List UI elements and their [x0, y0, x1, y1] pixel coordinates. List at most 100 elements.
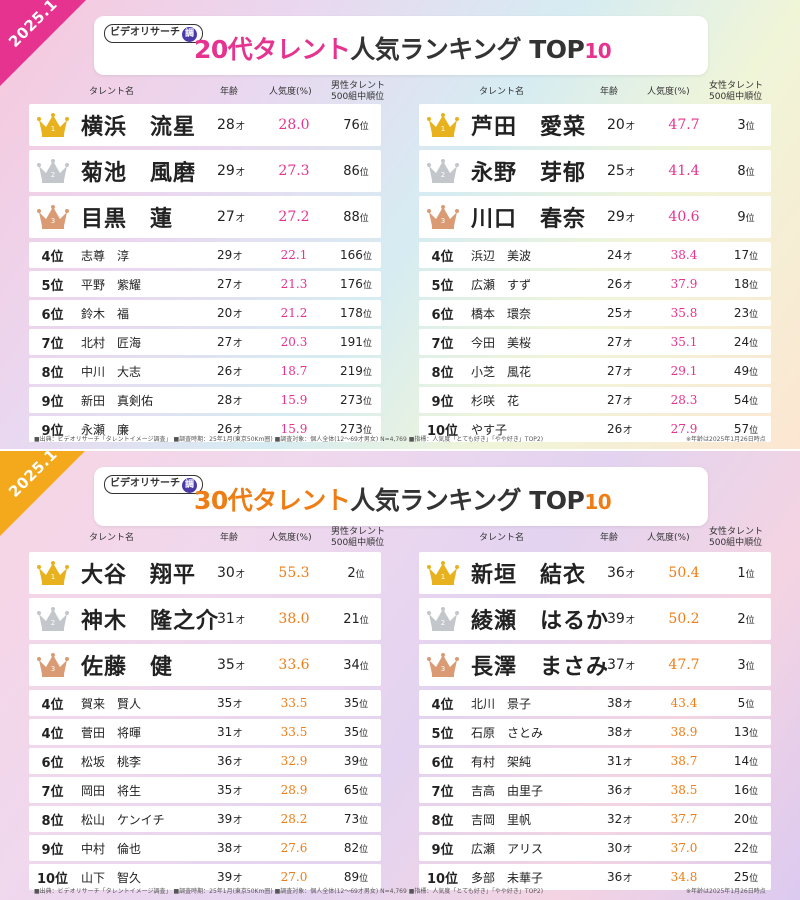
age-footnote: ※年齢は2025年1月26日時点: [686, 436, 766, 443]
svg-text:1: 1: [50, 573, 54, 581]
popularity-value: 38.4: [670, 248, 698, 262]
ranking-20s-section: 2025.1 ビデオリサーチ調 20代タレント人気ランキング TOP10 タレン…: [0, 0, 800, 450]
gender-rank-value: 88 位: [343, 209, 369, 225]
rank-label: 4位: [41, 726, 64, 742]
ranking-row: 1 大谷 翔平 30 才 55.3 2 位: [29, 552, 381, 594]
talent-age: 27 才: [217, 335, 243, 349]
research-logo-mark-icon: 調: [182, 27, 197, 42]
popularity-value: 40.6: [668, 209, 700, 225]
talent-age: 32 才: [607, 812, 633, 826]
section-divider: [0, 449, 800, 451]
svg-text:1: 1: [440, 573, 444, 581]
gender-rank-value: 273 位: [340, 393, 372, 407]
rank-label: 9位: [431, 842, 454, 858]
header-gender-rank-1: 女性タレント: [709, 81, 764, 91]
ranking-row: 4位 菅田 将暉 31 才 33.5 35 位: [29, 719, 381, 745]
talent-name: 神木 隆之介: [81, 609, 220, 634]
ranking-row: 3 川口 春奈 29 才 40.6 9 位: [419, 196, 771, 238]
rank-label: 4位: [41, 697, 64, 713]
ranking-row: 9位 杉咲 花 27 才 28.3 54 位: [419, 387, 771, 413]
gender-rank-value: 219 位: [340, 364, 372, 378]
talent-name: 中村 倫也: [81, 841, 142, 856]
silver-crown-icon: 2: [419, 598, 466, 640]
gold-crown-icon: 1: [29, 552, 76, 594]
ranking-row: 4位 賀来 賢人 35 才 33.5 35 位: [29, 690, 381, 716]
talent-age: 31 才: [217, 611, 245, 627]
ranking-row: 2 神木 隆之介 31 才 38.0 21 位: [29, 598, 381, 640]
popularity-value: 32.9: [280, 754, 308, 768]
talent-name: 永野 芽郁: [471, 161, 587, 186]
ranking-row: 8位 松山 ケンイチ 39 才 28.2 73 位: [29, 806, 381, 832]
talent-age: 25 才: [607, 306, 633, 320]
date-corner-ribbon: [0, 0, 86, 86]
popularity-value: 38.9: [670, 725, 698, 739]
ranking-row: 6位 有村 架純 31 才 38.7 14 位: [419, 748, 771, 774]
ranking-row: 1 横浜 流星 28 才 28.0 76 位: [29, 104, 381, 146]
gender-rank-value: 14 位: [733, 754, 759, 768]
talent-name: 大谷 翔平: [81, 563, 197, 588]
ranking-row: 8位 吉岡 里帆 32 才 37.7 20 位: [419, 806, 771, 832]
talent-name: 橋本 環奈: [471, 306, 532, 321]
talent-age: 35 才: [217, 657, 245, 673]
popularity-value: 47.7: [668, 117, 700, 133]
rank-label: 9位: [41, 842, 64, 858]
talent-age: 27 才: [217, 277, 243, 291]
gender-rank-value: 35 位: [343, 725, 369, 739]
ranking-row: 5位 石原 さとみ 38 才 38.9 13 位: [419, 719, 771, 745]
svg-text:2: 2: [440, 171, 444, 179]
talent-age: 31 才: [607, 754, 633, 768]
talent-age: 36 才: [607, 783, 633, 797]
ranking-row: 5位 平野 紫耀 27 才 21.3 176 位: [29, 271, 381, 297]
gender-rank-value: 34 位: [343, 657, 369, 673]
gender-rank-value: 49 位: [733, 364, 759, 378]
talent-age: 36 才: [607, 870, 633, 884]
title-card: ビデオリサーチ調 30代タレント人気ランキング TOP10: [94, 467, 708, 526]
ranking-row: 4位 北川 景子 38 才 43.4 5 位: [419, 690, 771, 716]
page-title: 20代タレント人気ランキング TOP10: [194, 35, 612, 64]
header-age: 年齢: [600, 87, 619, 97]
header-popularity: 人気度(%): [647, 533, 690, 543]
talent-age: 25 才: [607, 163, 635, 179]
rank-label: 4位: [431, 249, 454, 265]
svg-text:1: 1: [50, 125, 54, 133]
talent-name: 北村 匠海: [81, 335, 142, 350]
female-table-header: タレント名 年齢 人気度(%) 女性タレント 500組中順位: [419, 527, 771, 552]
talent-name: 新垣 結衣: [471, 563, 587, 588]
popularity-value: 37.7: [670, 812, 698, 826]
video-research-logo: ビデオリサーチ調: [104, 475, 203, 494]
popularity-value: 50.4: [668, 565, 700, 581]
gender-rank-value: 176 位: [340, 277, 372, 291]
male-table-header: タレント名 年齢 人気度(%) 男性タレント 500組中順位: [29, 81, 385, 106]
ranking-row: 3 佐藤 健 35 才 33.6 34 位: [29, 644, 381, 686]
header-gender-rank-1: 男性タレント: [331, 81, 386, 91]
ranking-row: 2 綾瀬 はるか 39 才 50.2 2 位: [419, 598, 771, 640]
talent-name: 賀来 賢人: [81, 696, 142, 711]
ranking-row: 7位 北村 匠海 27 才 20.3 191 位: [29, 329, 381, 355]
gender-rank-value: 82 位: [343, 841, 369, 855]
talent-name: 鈴木 福: [81, 306, 130, 321]
talent-name: 山下 智久: [81, 870, 142, 885]
popularity-value: 27.0: [280, 870, 308, 884]
header-gender-rank-1: 女性タレント: [709, 527, 764, 537]
header-gender-rank-2: 500組中順位: [331, 92, 385, 102]
talent-age: 27 才: [607, 393, 633, 407]
popularity-value: 47.7: [668, 657, 700, 673]
popularity-value: 35.8: [670, 306, 698, 320]
talent-age: 30 才: [217, 565, 245, 581]
gender-rank-value: 86 位: [343, 163, 369, 179]
svg-text:3: 3: [440, 217, 444, 225]
talent-age: 29 才: [217, 163, 245, 179]
talent-name: 岡田 将生: [81, 783, 142, 798]
talent-age: 36 才: [607, 565, 635, 581]
talent-age: 30 才: [607, 841, 633, 855]
ranking-row: 8位 中川 大志 26 才 18.7 219 位: [29, 358, 381, 384]
date-corner-ribbon: [0, 450, 86, 536]
male-ranking-table: 1 大谷 翔平 30 才 55.3 2 位 2 神木 隆之介 31 才 38.0 21 位 3 佐藤 健 35 才…: [29, 552, 381, 893]
talent-age: 29 才: [217, 248, 243, 262]
popularity-value: 27.3: [278, 163, 310, 179]
ranking-row: 4位 浜辺 美波 24 才 38.4 17 位: [419, 242, 771, 268]
ranking-row: 6位 橋本 環奈 25 才 35.8 23 位: [419, 300, 771, 326]
ranking-row: 3 目黒 蓮 27 才 27.2 88 位: [29, 196, 381, 238]
popularity-value: 37.9: [670, 277, 698, 291]
